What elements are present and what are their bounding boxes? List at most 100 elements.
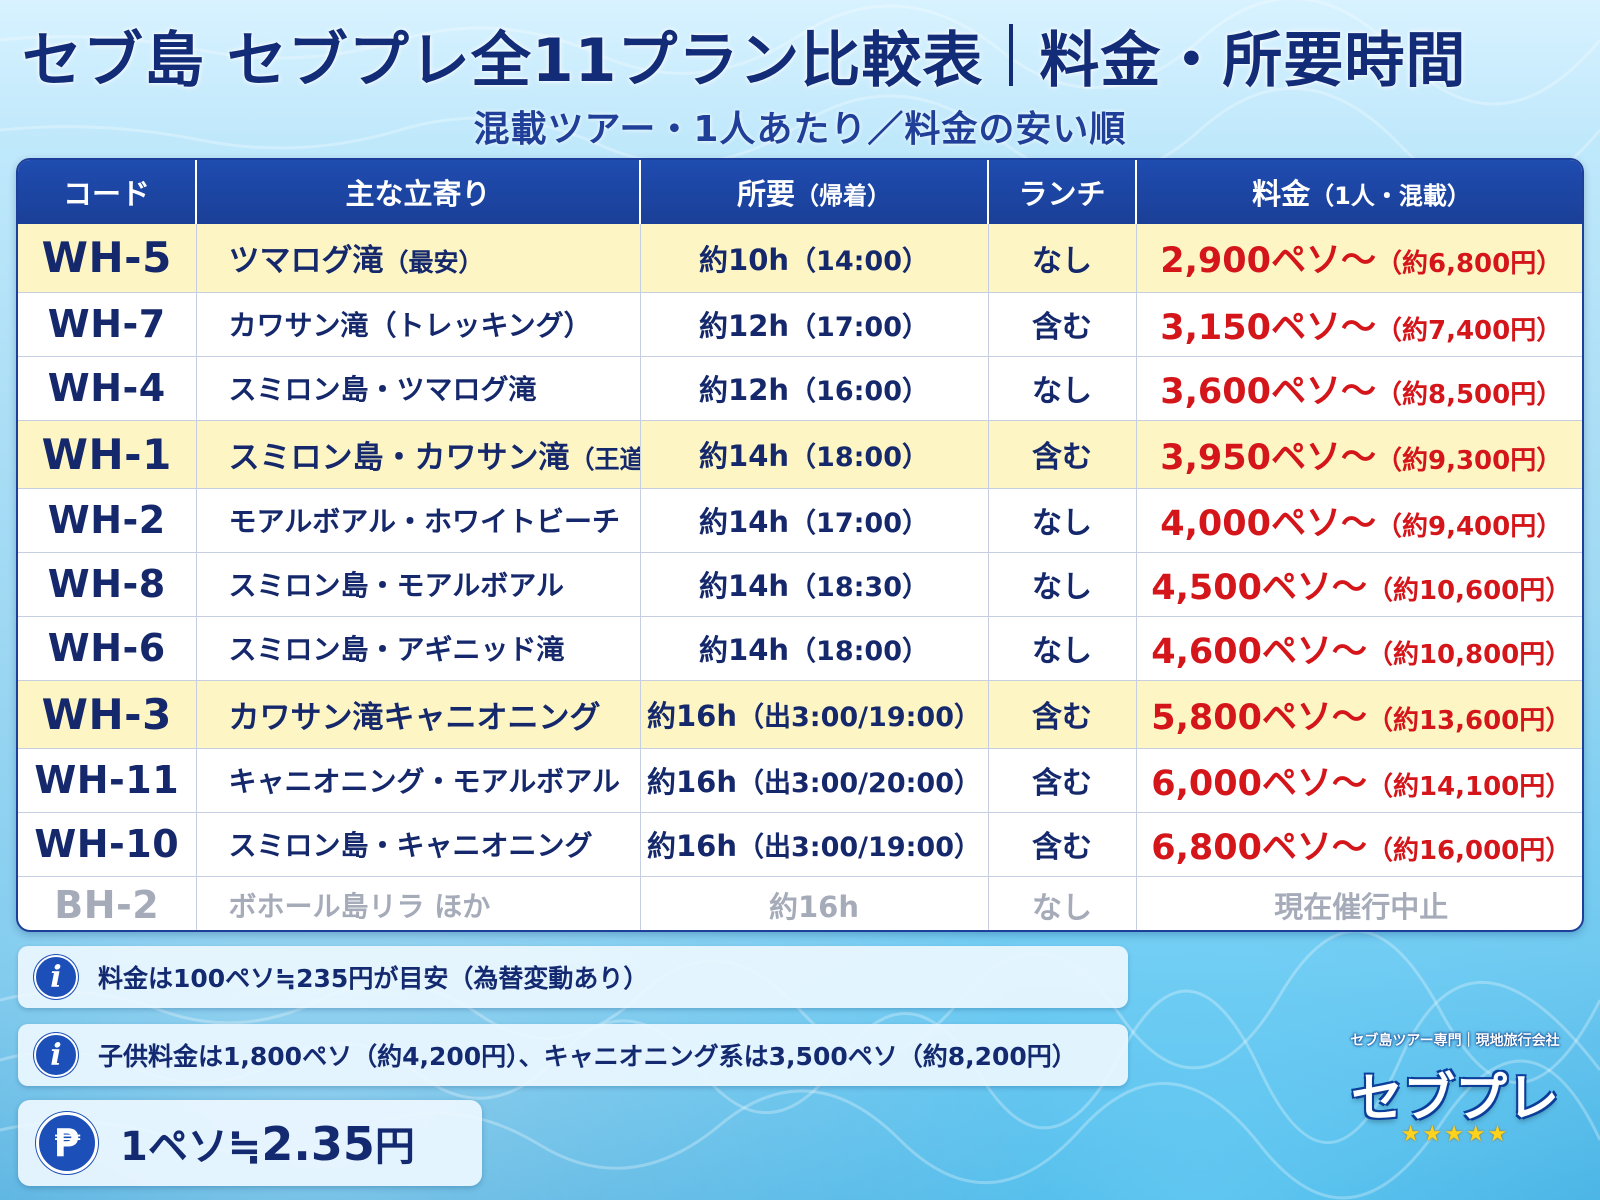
plan-duration: 約16h（出3:00/19:00） xyxy=(640,812,989,877)
plan-stops: ボホール島リラ ほか xyxy=(196,876,641,930)
plan-price: 5,800ペソ〜（約13,600円） xyxy=(1136,680,1582,749)
plan-duration: 約16h（出3:00/19:00） xyxy=(640,680,989,749)
plan-return-time: （出3:00/20:00） xyxy=(737,768,981,799)
exchange-rate-text: 1ペソ≒2.35円 xyxy=(120,1117,415,1171)
plan-duration: 約16h xyxy=(640,876,989,930)
table-row: WH-3 カワサン滝キャニオニング 約16h（出3:00/19:00） 含む 5,800… xyxy=(18,680,1582,749)
plan-price-yen: （約10,600円） xyxy=(1366,575,1572,606)
page-subtitle: 混載ツアー・1人あたり／料金の安い順 xyxy=(473,109,1127,150)
info-icon: i xyxy=(34,1033,78,1077)
table-row: WH-4 スミロン島・ツマログ滝 約12h（16:00） なし 3,600ペソ〜（約8,… xyxy=(18,356,1582,421)
plan-duration-text: 約12h xyxy=(699,309,790,343)
title-separator xyxy=(1009,24,1014,86)
plan-code: WH-11 xyxy=(18,748,197,813)
plan-price-peso: 6,800ペソ〜 xyxy=(1151,827,1367,868)
plan-code: WH-2 xyxy=(18,488,197,553)
plan-duration: 約16h（出3:00/20:00） xyxy=(640,748,989,813)
plan-duration-text: 約16h xyxy=(647,699,738,733)
plan-price-peso: 4,600ペソ〜 xyxy=(1151,631,1367,672)
note-text: 子供料金は1,800ペソ（約4,200円）、キャニオニング系は3,500ペソ（約… xyxy=(98,1042,1077,1071)
plan-duration: 約10h（14:00） xyxy=(640,224,989,293)
plan-code: WH-3 xyxy=(18,680,197,749)
plan-stops: カワサン滝キャニオニング xyxy=(196,680,641,749)
plan-duration: 約14h（18:00） xyxy=(640,420,989,489)
plan-stops-text: スミロン島・キャニオニング xyxy=(228,829,593,862)
plan-return-time: （出3:00/19:00） xyxy=(737,832,981,863)
header-price: 料金（1人・混載） xyxy=(1136,160,1582,224)
plan-duration-text: 約16h xyxy=(647,765,738,799)
plan-duration: 約12h（16:00） xyxy=(640,356,989,421)
table-row: WH-5 ツマログ滝（最安） 約10h（14:00） なし 2,900ペソ〜（約6,80… xyxy=(18,224,1582,293)
plan-stops: キャニオニング・モアルボアル xyxy=(196,748,641,813)
page-title: セブ島 セブプレ全11プラン比較表 料金・所要時間 xyxy=(22,12,1582,98)
logo-name: セブプレ xyxy=(1350,1069,1559,1129)
plan-stops: カワサン滝（トレッキング） xyxy=(196,292,641,357)
plan-price: 3,150ペソ〜（約7,400円） xyxy=(1136,292,1582,357)
plan-return-time: （17:00） xyxy=(789,312,929,343)
plan-stops: スミロン島・アギニッド滝 xyxy=(196,616,641,681)
plan-lunch: なし xyxy=(988,552,1137,617)
exchange-rate-box: ₱ 1ペソ≒2.35円 xyxy=(18,1100,482,1186)
plan-return-time: （出3:00/19:00） xyxy=(737,702,981,733)
plan-stops-text: ツマログ滝 xyxy=(228,243,384,280)
plan-duration: 約12h（17:00） xyxy=(640,292,989,357)
plan-stops-text: スミロン島・モアルボアル xyxy=(228,569,564,602)
plan-code: WH-10 xyxy=(18,812,197,877)
header-code: コード xyxy=(18,160,197,224)
plan-stops-text: カワサン滝キャニオニング xyxy=(228,699,601,736)
plan-return-time: （18:00） xyxy=(789,636,929,667)
plan-duration: 約14h（17:00） xyxy=(640,488,989,553)
plan-price-yen: （約6,800円） xyxy=(1375,249,1563,280)
logo-stars: ★★★★★ xyxy=(1400,1122,1510,1147)
plan-lunch: 含む xyxy=(988,420,1137,489)
plan-lunch: 含む xyxy=(988,748,1137,813)
plan-price-yen: （約9,300円） xyxy=(1375,445,1563,476)
plan-duration-text: 約14h xyxy=(699,505,790,539)
brand-logo: セブ島ツアー専門｜現地旅行会社 セブプレ ★★★★★ xyxy=(1330,1030,1580,1150)
plan-duration: 約14h（18:30） xyxy=(640,552,989,617)
plan-stops: スミロン島・カワサン滝（王道） xyxy=(196,420,641,489)
plan-stops-text: スミロン島・アギニッド滝 xyxy=(228,633,565,666)
plan-duration: 約14h（18:00） xyxy=(640,616,989,681)
info-icon: i xyxy=(34,955,78,999)
plan-return-time: （16:00） xyxy=(789,376,929,407)
plan-price: 4,500ペソ〜（約10,600円） xyxy=(1136,552,1582,617)
note-child-price: i 子供料金は1,800ペソ（約4,200円）、キャニオニング系は3,500ペソ… xyxy=(18,1024,1128,1086)
note-text: 料金は100ペソ≒235円が目安（為替変動あり） xyxy=(98,964,649,993)
note-exchange: i 料金は100ペソ≒235円が目安（為替変動あり） xyxy=(18,946,1128,1008)
plan-lunch: なし xyxy=(988,616,1137,681)
plan-price-peso: 2,900ペソ〜 xyxy=(1160,241,1376,282)
plan-lunch: なし xyxy=(988,488,1137,553)
plan-price-peso: 3,950ペソ〜 xyxy=(1160,437,1376,478)
plan-price: 4,000ペソ〜（約9,400円） xyxy=(1136,488,1582,553)
plan-stops: スミロン島・キャニオニング xyxy=(196,812,641,877)
title-main: セブ島 セブプレ全11プラン比較表 xyxy=(22,25,984,96)
plan-stops-text: カワサン滝（トレッキング） xyxy=(228,309,592,342)
plan-code: WH-5 xyxy=(18,224,197,293)
plan-price: 3,950ペソ〜（約9,300円） xyxy=(1136,420,1582,489)
plan-price: 6,000ペソ〜（約14,100円） xyxy=(1136,748,1582,813)
logo-tagline: セブ島ツアー専門｜現地旅行会社 xyxy=(1350,1033,1560,1049)
plan-price-yen: （約10,800円） xyxy=(1366,639,1572,670)
plan-stops: スミロン島・ツマログ滝 xyxy=(196,356,641,421)
plan-duration-text: 約12h xyxy=(699,373,790,407)
plan-price: 3,600ペソ〜（約8,500円） xyxy=(1136,356,1582,421)
plan-price-peso: 4,000ペソ〜 xyxy=(1160,503,1376,544)
table-row: WH-6 スミロン島・アギニッド滝 約14h（18:00） なし 4,600ペソ〜（約1… xyxy=(18,616,1582,681)
table-row: WH-7 カワサン滝（トレッキング） 約12h（17:00） 含む 3,150ペソ〜（約… xyxy=(18,292,1582,357)
plan-code: WH-7 xyxy=(18,292,197,357)
plan-duration-text: 約14h xyxy=(699,569,790,603)
title-right: 料金・所要時間 xyxy=(1039,25,1467,96)
plan-price: 2,900ペソ〜（約6,800円） xyxy=(1136,224,1582,293)
plan-code: WH-8 xyxy=(18,552,197,617)
plan-duration-text: 約14h xyxy=(699,439,790,473)
table-row: WH-2 モアルボアル・ホワイトビーチ 約14h（17:00） なし 4,000ペソ〜（… xyxy=(18,488,1582,553)
plan-price: 4,600ペソ〜（約10,800円） xyxy=(1136,616,1582,681)
plan-lunch: なし xyxy=(988,224,1137,293)
plan-return-time: （14:00） xyxy=(789,245,929,277)
plan-code: BH-2 xyxy=(18,876,197,930)
table-row: WH-10 スミロン島・キャニオニング 約16h（出3:00/19:00） 含む 6,8… xyxy=(18,812,1582,877)
plan-code: WH-6 xyxy=(18,616,197,681)
plan-stops-text: モアルボアル・ホワイトビーチ xyxy=(228,505,620,538)
plan-lunch: なし xyxy=(988,876,1137,930)
